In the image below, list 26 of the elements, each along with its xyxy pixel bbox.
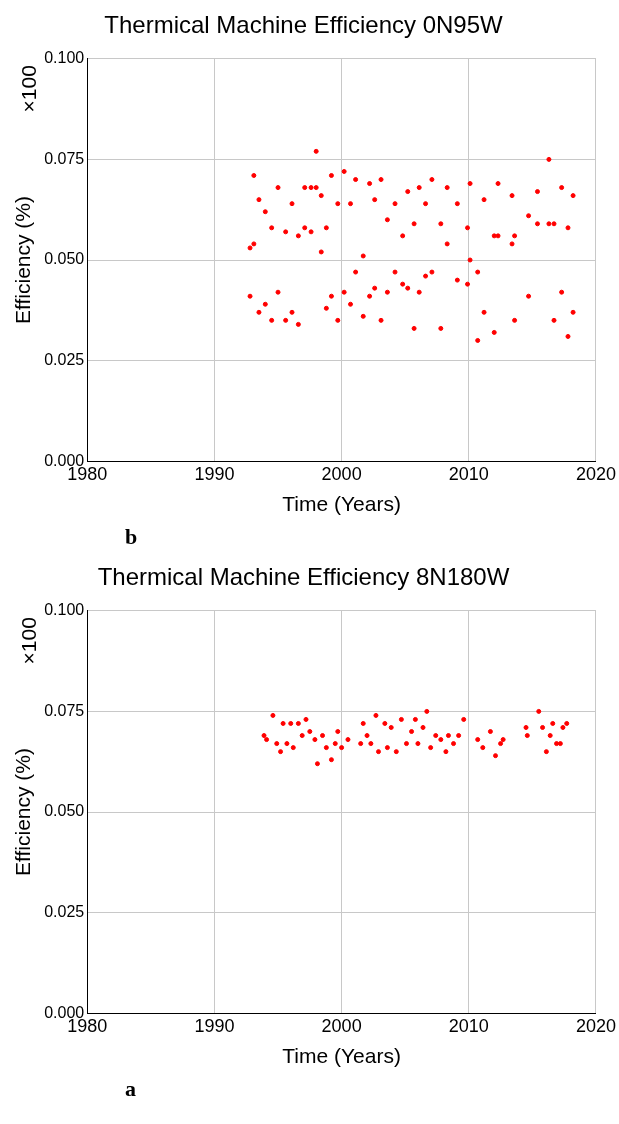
chart-title: Thermical Machine Efficiency 8N180W bbox=[97, 563, 510, 591]
y-tick-label: 0.100 bbox=[44, 49, 85, 67]
x-tick-label: 2010 bbox=[448, 463, 489, 484]
y-tick-label: 0.100 bbox=[44, 601, 85, 619]
x-tick-label: 1990 bbox=[194, 1015, 235, 1036]
x-tick-label: 2010 bbox=[448, 1015, 489, 1036]
y-tick-label: 0.025 bbox=[44, 351, 85, 369]
chart-title: Thermical Machine Efficiency 0N95W bbox=[104, 11, 504, 39]
x-tick-label: 2020 bbox=[575, 463, 616, 484]
y-tick-label: 0.050 bbox=[44, 802, 85, 820]
y-tick-label: 0.050 bbox=[44, 250, 85, 268]
text: ×100 bbox=[16, 617, 40, 665]
x-axis-title: Time (Years) bbox=[282, 492, 401, 516]
text: a bbox=[124, 1075, 137, 1103]
x-tick-label: 1990 bbox=[194, 463, 235, 484]
text: ×100 bbox=[16, 65, 40, 113]
y-tick-label: 0.025 bbox=[44, 903, 85, 921]
x-axis-title: Time (Years) bbox=[282, 1044, 401, 1068]
y-axis-title: Efficiency (%) bbox=[11, 748, 35, 876]
text: b bbox=[124, 523, 139, 551]
x-tick-label: 2020 bbox=[575, 1015, 616, 1036]
x-tick-label: 2000 bbox=[321, 463, 362, 484]
y-axis-title: Efficiency (%) bbox=[11, 196, 35, 324]
y-tick-label: 0.075 bbox=[44, 701, 85, 719]
x-tick-label: 2000 bbox=[321, 1015, 362, 1036]
y-tick-label: 0.075 bbox=[44, 149, 85, 167]
